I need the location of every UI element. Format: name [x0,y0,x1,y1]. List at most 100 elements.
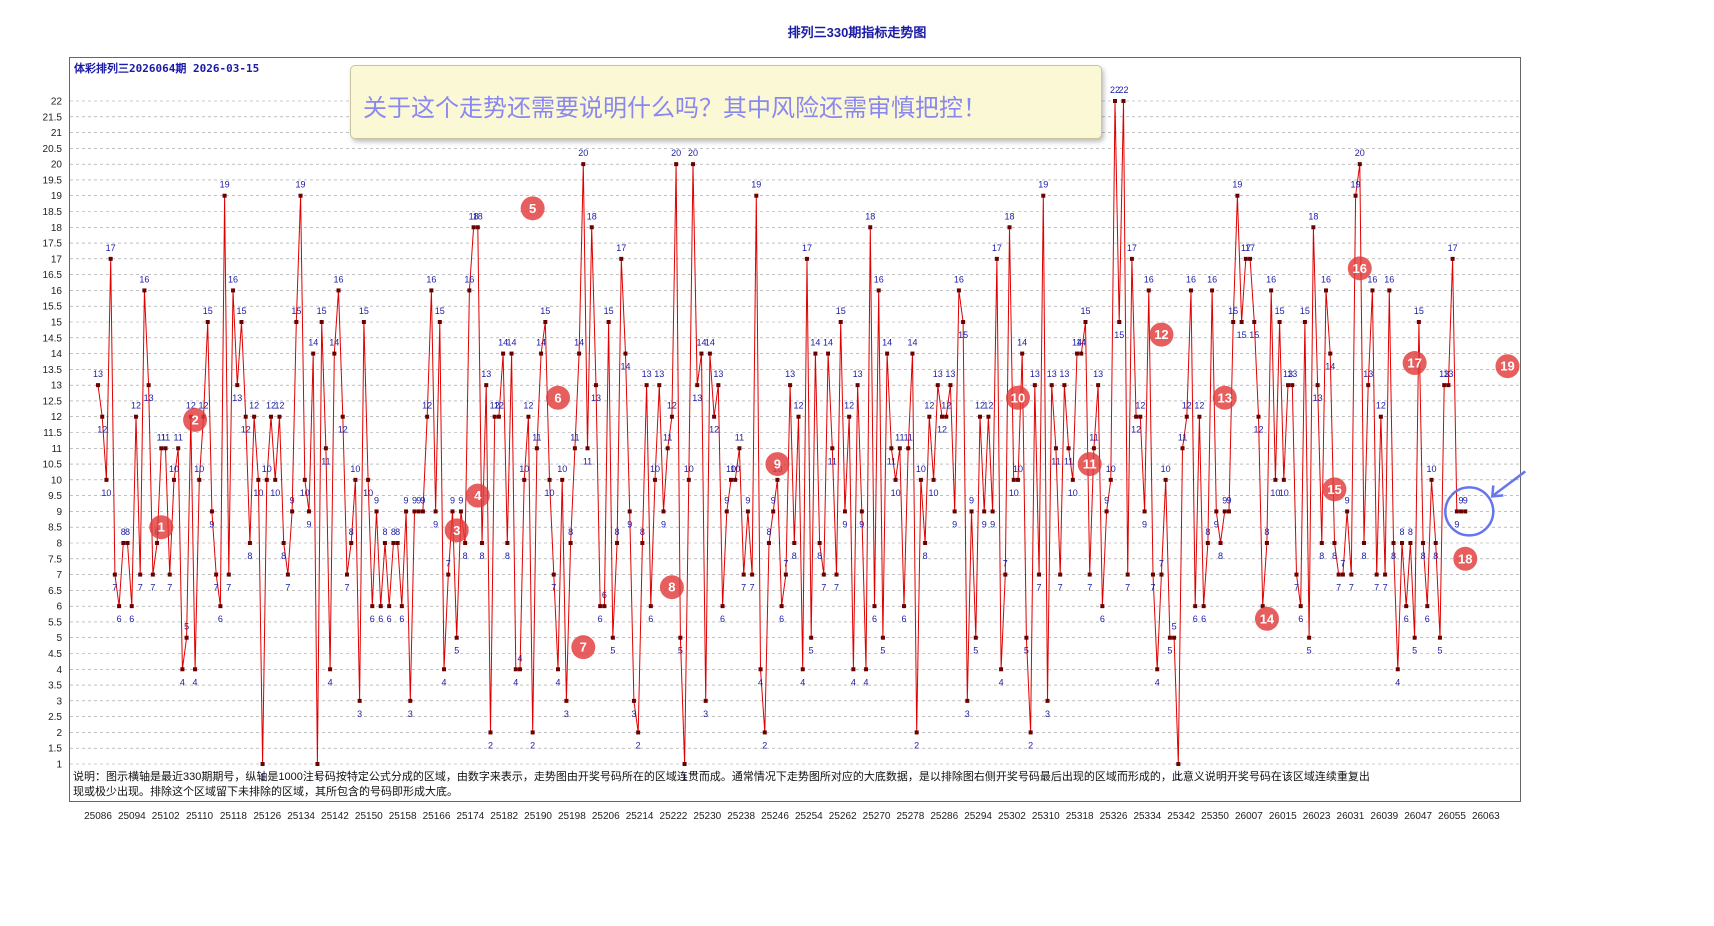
data-label: 13 [654,369,664,379]
data-point [653,477,658,482]
data-point [737,446,742,451]
data-point [391,541,396,545]
data-label: 13 [1030,369,1040,379]
data-label: 14 [507,338,517,348]
x-tick-label: 25278 [896,811,924,822]
data-label: 13 [1313,393,1323,403]
badge-number: 7 [580,640,587,655]
data-point [1416,320,1421,324]
data-label: 13 [1283,369,1293,379]
data-label: 12 [983,401,993,411]
data-label: 15 [291,306,301,316]
data-label: 12 [1182,401,1192,411]
data-label: 13 [853,369,863,379]
data-point [496,414,501,419]
data-point [927,414,932,419]
data-label: 15 [1228,306,1238,316]
data-label: 6 [129,614,134,624]
data-label: 15 [359,306,369,316]
data-point [1049,383,1054,388]
data-point [636,730,641,735]
data-label: 12 [1131,425,1141,435]
data-point [374,509,379,514]
y-tick-label: 10.5 [43,460,63,471]
x-tick-label: 25230 [693,811,721,822]
data-label: 9 [661,519,666,529]
x-tick-label: 26015 [1269,811,1297,822]
data-label: 8 [766,527,771,537]
data-label: 11 [663,432,672,442]
data-point [319,320,324,324]
data-point [425,414,430,419]
data-point [568,541,573,545]
data-label: 14 [823,338,833,348]
data-label: 12 [1194,401,1204,411]
data-point [1129,256,1134,261]
badge-circle [1402,351,1427,376]
data-point [1340,572,1345,577]
data-point [1437,635,1442,640]
data-label: 15 [236,306,246,316]
data-point [112,572,117,577]
data-point [1277,320,1282,324]
data-label: 10 [300,488,310,498]
data-point [733,477,738,482]
data-point [1429,477,1434,482]
data-label: 1 [1176,772,1181,782]
data-point [1302,320,1307,324]
data-point [1138,414,1143,419]
data-label: 8 [247,551,252,561]
data-point [1281,477,1286,482]
data-label: 6 [602,590,607,600]
data-point [463,541,468,545]
data-label: 14 [882,338,892,348]
data-label: 19 [220,180,230,190]
x-tick-label: 25110 [186,811,214,822]
badge-number: 19 [1500,359,1514,374]
data-label: 12 [338,425,348,435]
y-tick-label: 21 [51,128,63,139]
data-point [100,414,105,419]
data-label: 7 [1294,583,1299,593]
data-point [526,414,531,419]
data-point [1235,193,1240,198]
data-point [442,667,447,672]
data-point [336,288,341,293]
data-point [615,541,620,545]
data-label: 10 [929,488,939,498]
x-tick-label: 25246 [761,811,789,822]
data-label: 10 [684,464,694,474]
data-label: 8 [1421,551,1426,561]
data-label: 12 [186,401,196,411]
data-point [665,446,670,451]
data-point [809,635,814,640]
data-label: 19 [1351,180,1361,190]
data-label: 20 [1355,148,1365,158]
data-label: 8 [923,551,928,561]
data-label: 16 [1321,274,1331,284]
data-point [307,509,311,514]
badge-number: 18 [1458,551,1472,566]
data-label: 2 [636,740,641,750]
data-label: 8 [463,551,468,561]
data-label: 12 [274,401,284,411]
data-point [796,414,801,419]
data-label: 7 [1058,583,1063,593]
badge-number: 12 [1154,327,1168,342]
data-point [226,572,231,577]
data-point [290,509,295,514]
badge-number: 9 [774,457,781,472]
data-point [117,604,122,609]
data-label: 7 [1003,559,1008,569]
data-point [1037,572,1042,577]
data-point [1180,446,1185,451]
data-label: 3 [1045,709,1050,719]
badge-circle [1347,256,1372,281]
data-point [1366,383,1371,388]
data-label: 9 [416,495,421,505]
data-point [349,541,354,545]
data-label: 8 [281,551,286,561]
data-point [593,383,598,388]
y-tick-label: 15.5 [43,302,63,313]
data-label: 14 [620,362,630,372]
